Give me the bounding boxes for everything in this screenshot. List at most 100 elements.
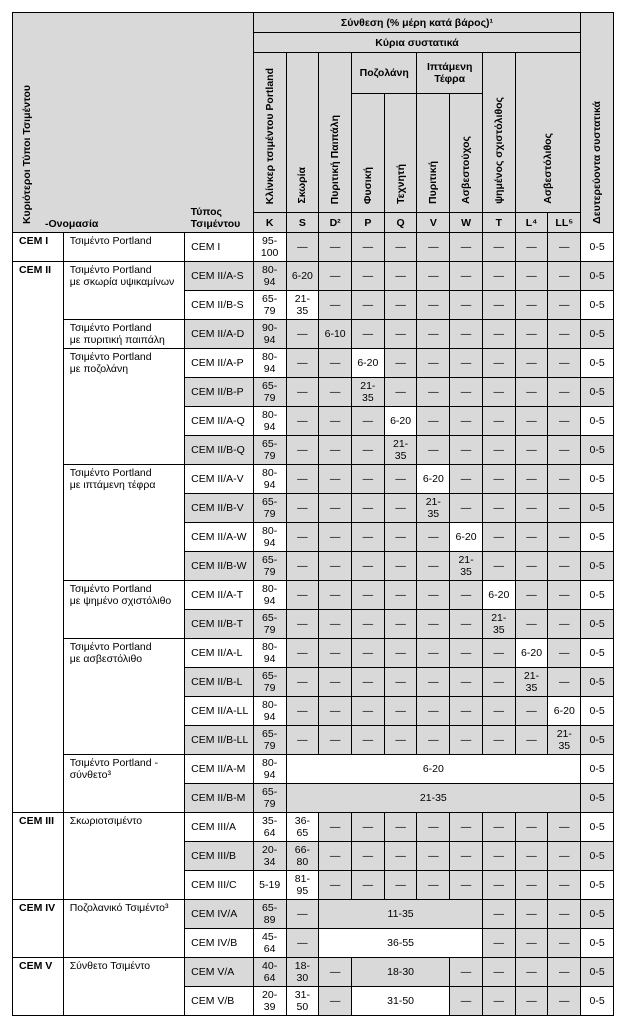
value-cell: — xyxy=(515,610,548,639)
cement-type: CEM II/B-S xyxy=(185,291,254,320)
cement-name: Τσιμέντο Portland με ψημένο σχιστόλιθο xyxy=(63,581,184,639)
secondary-cell: 0-5 xyxy=(581,639,614,668)
secondary-cell: 0-5 xyxy=(581,378,614,407)
cement-type: CEM II/A-L xyxy=(185,639,254,668)
table-row: Τσιμέντο Portland -σύνθετο³CEM II/A-M80-… xyxy=(13,755,614,784)
table-row: Τσιμέντο Portland με ποζολάνηCEM II/A-P8… xyxy=(13,349,614,378)
value-cell: — xyxy=(548,407,581,436)
value-cell: — xyxy=(450,465,483,494)
value-cell: — xyxy=(548,581,581,610)
value-cell: — xyxy=(319,523,352,552)
cement-type: CEM II/B-Q xyxy=(185,436,254,465)
value-cell: 6-10 xyxy=(319,320,352,349)
value-cell: — xyxy=(417,233,450,262)
value-cell: — xyxy=(319,581,352,610)
value-cell: — xyxy=(384,552,417,581)
value-cell: — xyxy=(548,929,581,958)
value-cell: — xyxy=(548,262,581,291)
table-row: CEM IVΠοζολανικό Τσιμέντο³CEM IV/A65-89—… xyxy=(13,900,614,929)
value-cell: — xyxy=(286,929,319,958)
composition-header: Σύνθεση (% μέρη κατά βάρος)¹ xyxy=(253,13,580,33)
cement-type: CEM II/A-M xyxy=(185,755,254,784)
cement-type: CEM III/B xyxy=(185,842,254,871)
value-cell: — xyxy=(417,610,450,639)
value-cell: — xyxy=(417,842,450,871)
value-cell: 65-79 xyxy=(253,668,286,697)
value-cell: — xyxy=(384,523,417,552)
value-cell: — xyxy=(384,871,417,900)
value-cell: — xyxy=(351,726,384,755)
cement-name: Τσιμέντο Portland με πυριτική παιπάλη xyxy=(63,320,184,349)
value-cell: — xyxy=(515,697,548,726)
value-cell: 45-64 xyxy=(253,929,286,958)
value-cell: — xyxy=(351,262,384,291)
value-cell: 6-20 xyxy=(417,465,450,494)
value-cell: — xyxy=(319,407,352,436)
cement-name: Τσιμέντο Portland με ιπτάμενη τέφρα xyxy=(63,465,184,581)
secondary-cell: 0-5 xyxy=(581,900,614,929)
value-cell: — xyxy=(286,320,319,349)
value-cell: — xyxy=(351,842,384,871)
value-cell: — xyxy=(286,610,319,639)
value-cell: 5-19 xyxy=(253,871,286,900)
group-id: CEM I xyxy=(13,233,64,262)
value-cell: — xyxy=(450,958,483,987)
table-row: Τσιμέντο Portland με ιπτάμενη τέφραCEM I… xyxy=(13,465,614,494)
value-cell: 21-35 xyxy=(417,494,450,523)
value-cell: — xyxy=(482,668,515,697)
value-cell: — xyxy=(450,349,483,378)
value-cell: — xyxy=(450,494,483,523)
value-cell: — xyxy=(351,697,384,726)
value-cell: — xyxy=(548,842,581,871)
value-cell: — xyxy=(351,320,384,349)
value-cell: 11-35 xyxy=(319,900,483,929)
col-p-label: Φυσική xyxy=(360,161,376,210)
value-cell: — xyxy=(384,349,417,378)
secondary-cell: 0-5 xyxy=(581,233,614,262)
sym-s: S xyxy=(286,213,319,233)
value-cell: — xyxy=(417,378,450,407)
value-cell: — xyxy=(384,697,417,726)
value-cell: 65-79 xyxy=(253,494,286,523)
sym-v: V xyxy=(417,213,450,233)
value-cell: — xyxy=(351,291,384,320)
value-cell: — xyxy=(548,987,581,1016)
value-cell: — xyxy=(384,639,417,668)
value-cell: 65-79 xyxy=(253,784,286,813)
value-cell: — xyxy=(417,262,450,291)
value-cell: — xyxy=(482,349,515,378)
value-cell: — xyxy=(450,407,483,436)
value-cell: — xyxy=(450,610,483,639)
value-cell: — xyxy=(482,958,515,987)
value-cell: 31-50 xyxy=(351,987,449,1016)
value-cell: — xyxy=(286,233,319,262)
value-cell: — xyxy=(384,465,417,494)
cement-type: CEM II/A-D xyxy=(185,320,254,349)
value-cell: — xyxy=(417,813,450,842)
value-cell: — xyxy=(351,871,384,900)
value-cell: — xyxy=(417,291,450,320)
col-d-label: Πυριτική Παιπάλη xyxy=(327,109,343,210)
cement-type: CEM V/B xyxy=(185,987,254,1016)
value-cell: — xyxy=(548,349,581,378)
cement-name: Σκωριοτσιμέντο xyxy=(63,813,184,900)
table-row: Τσιμέντο Portland με ασβεστόλιθοCEM II/A… xyxy=(13,639,614,668)
value-cell: 6-20 xyxy=(515,639,548,668)
value-cell: 66-80 xyxy=(286,842,319,871)
value-cell: — xyxy=(515,900,548,929)
cement-type-label: Τύπος Τσιμέντου xyxy=(191,206,241,230)
value-cell: — xyxy=(319,813,352,842)
value-cell: — xyxy=(319,668,352,697)
value-cell: 20-39 xyxy=(253,987,286,1016)
col-k-label: Κλίνκερ τσιμέντου Portland xyxy=(262,62,278,210)
table-row: Τσιμέντο Portland με πυριτική παιπάληCEM… xyxy=(13,320,614,349)
value-cell: 6-20 xyxy=(384,407,417,436)
secondary-cell: 0-5 xyxy=(581,784,614,813)
secondary-cell: 0-5 xyxy=(581,494,614,523)
sym-q: Q xyxy=(384,213,417,233)
value-cell: — xyxy=(286,726,319,755)
value-cell: 80-94 xyxy=(253,465,286,494)
secondary-cell: 0-5 xyxy=(581,726,614,755)
cement-name: Τσιμέντο Portland με ποζολάνη xyxy=(63,349,184,465)
value-cell: — xyxy=(482,929,515,958)
